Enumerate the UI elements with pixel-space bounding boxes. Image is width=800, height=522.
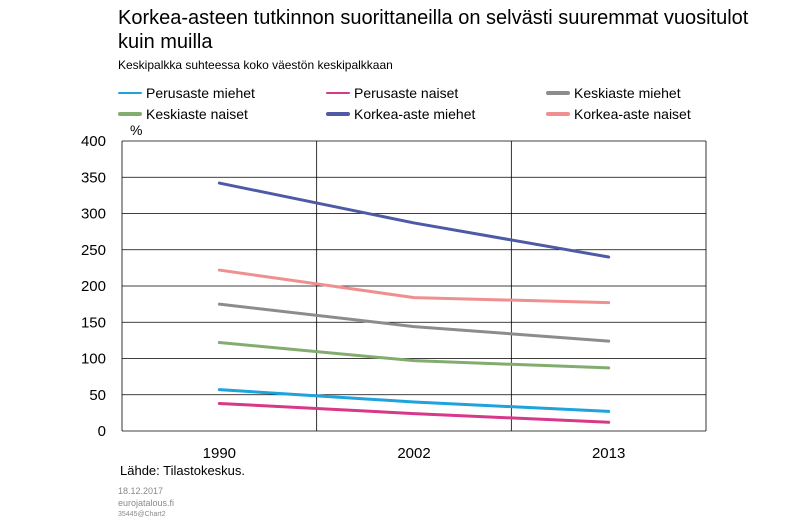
legend-label: Keskiaste miehet: [574, 85, 681, 101]
legend-item: Perusaste naiset: [326, 84, 458, 102]
legend-item: Perusaste miehet: [118, 84, 255, 102]
legend-item: Korkea-aste miehet: [326, 105, 475, 123]
series-line: [217, 181, 611, 259]
legend-label: Perusaste naiset: [354, 85, 459, 101]
y-tick-label: 400: [81, 133, 106, 150]
chart-legend: Perusaste miehet Perusaste naiset Keskiast…: [118, 84, 738, 124]
series-line: [217, 388, 611, 413]
legend-swatch: [326, 92, 350, 94]
legend-label: Korkea-aste miehet: [354, 106, 476, 122]
legend-item: Korkea-aste naiset: [546, 105, 691, 123]
chart-title: Korkea-asteen tutkinnon suorittaneilla o…: [118, 7, 749, 53]
legend-item: Keskiaste naiset: [118, 105, 248, 123]
legend-swatch: [118, 112, 142, 116]
chart-subtitle: Keskipalkka suhteessa koko väestön keski…: [118, 58, 393, 72]
y-axis-label: %: [130, 122, 142, 138]
y-tick-label: 200: [81, 278, 106, 295]
y-tick-label: 50: [89, 387, 106, 404]
legend-item: Keskiaste miehet: [546, 84, 681, 102]
legend-swatch: [118, 92, 142, 94]
series-line: [217, 401, 611, 424]
legend-swatch: [546, 91, 570, 95]
y-tick-label: 150: [81, 314, 106, 331]
legend-swatch: [546, 112, 570, 116]
series-line: [217, 341, 611, 370]
y-tick-label: 300: [81, 206, 106, 223]
source-note: Lähde: Tilastokeskus.: [120, 463, 246, 478]
x-tick-label: 2002: [397, 445, 430, 462]
legend-label: Korkea-aste naiset: [574, 106, 691, 122]
legend-label: Keskiaste naiset: [146, 106, 248, 122]
y-tick-label: 350: [81, 169, 106, 186]
site-name: eurojatalous.fi: [118, 498, 175, 508]
chart-id: 35445@Chart2: [118, 511, 166, 518]
x-tick-label: 1990: [203, 445, 236, 462]
legend-swatch: [326, 112, 350, 116]
x-tick-label: 2013: [592, 445, 625, 462]
y-tick-label: 100: [81, 351, 106, 368]
publish-date: 18.12.2017: [118, 486, 164, 496]
series-line: [217, 268, 611, 305]
legend-label: Perusaste miehet: [146, 85, 255, 101]
y-tick-label: 250: [81, 242, 106, 259]
y-tick-label: 0: [98, 423, 106, 440]
series-line: [217, 302, 611, 343]
